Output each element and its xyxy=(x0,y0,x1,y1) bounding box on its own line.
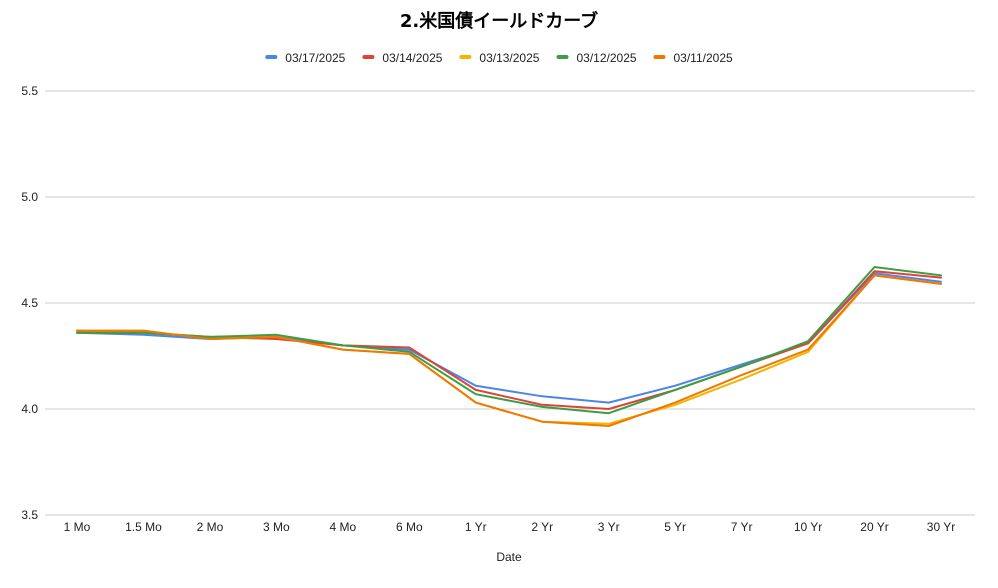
x-axis-label: Date xyxy=(496,550,522,564)
x-tick-label: 5 Yr xyxy=(664,520,686,534)
x-tick-label: 2 Mo xyxy=(197,520,224,534)
x-tick-label: 7 Yr xyxy=(731,520,753,534)
y-tick-label: 5.5 xyxy=(21,84,38,98)
legend-swatch xyxy=(556,55,569,59)
legend-item[interactable]: 03/11/2025 xyxy=(653,51,733,65)
legend-item[interactable]: 03/12/2025 xyxy=(556,51,637,65)
x-tick-label: 30 Yr xyxy=(927,520,955,534)
x-tick-label: 3 Mo xyxy=(263,520,290,534)
legend-label: 03/17/2025 xyxy=(285,51,345,65)
series-lines xyxy=(76,266,942,427)
gridlines xyxy=(45,90,975,516)
legend-item[interactable]: 03/13/2025 xyxy=(459,51,540,65)
legend-label: 03/13/2025 xyxy=(479,51,539,65)
x-tick-label: 4 Mo xyxy=(330,520,357,534)
chart-title: 2.米国債イールドカーブ xyxy=(400,10,598,32)
legend-item[interactable]: 03/17/2025 xyxy=(265,51,346,65)
legend-item[interactable]: 03/14/2025 xyxy=(362,51,443,65)
series-line-03-14-2025 xyxy=(76,270,942,410)
legend: 03/17/2025 03/14/2025 03/13/2025 03/12/2025… xyxy=(265,51,733,65)
legend-label: 03/12/2025 xyxy=(577,51,637,65)
legend-label: 03/11/2025 xyxy=(674,51,733,65)
series-line-03-12-2025 xyxy=(76,266,942,415)
x-tick-label: 2 Yr xyxy=(531,520,553,534)
legend-swatch xyxy=(653,55,666,59)
x-tick-label: 10 Yr xyxy=(794,520,822,534)
x-tick-label: 1 Yr xyxy=(465,520,487,534)
y-tick-label: 4.5 xyxy=(21,296,38,310)
x-axis-ticks: 1 Mo 1.5 Mo 2 Mo 3 Mo 4 Mo 6 Mo 1 Yr 2 Yr 3 Yr 5 … xyxy=(64,520,956,534)
y-tick-label: 5.0 xyxy=(21,190,38,204)
legend-label: 03/14/2025 xyxy=(382,51,442,65)
x-tick-label: 1 Mo xyxy=(64,520,91,534)
legend-swatch xyxy=(459,55,472,59)
x-tick-label: 3 Yr xyxy=(598,520,620,534)
x-tick-label: 1.5 Mo xyxy=(125,520,162,534)
y-axis-ticks: 3.5 4.0 4.5 5.0 5.5 xyxy=(21,84,38,522)
x-tick-label: 6 Mo xyxy=(396,520,423,534)
y-tick-label: 3.5 xyxy=(21,508,38,522)
y-tick-label: 4.0 xyxy=(21,402,38,416)
series-line-03-11-2025 xyxy=(76,274,942,427)
legend-swatch xyxy=(362,55,375,59)
x-tick-label: 20 Yr xyxy=(860,520,888,534)
legend-swatch xyxy=(265,55,278,59)
